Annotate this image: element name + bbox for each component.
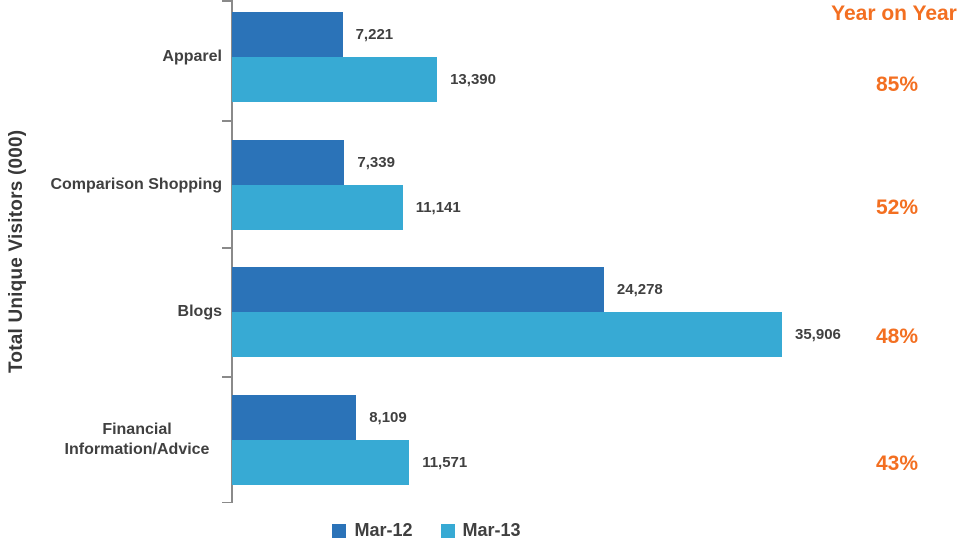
- yoy-column-header: Year on Year: [831, 2, 957, 25]
- yoy-value-comparison-shopping: 52%: [875, 196, 919, 219]
- category-label-blogs: Blogs: [177, 303, 222, 320]
- category-label-comparison-shopping: Comparison Shopping: [50, 176, 222, 193]
- bar-group-blogs: 24,278 35,906: [232, 267, 971, 357]
- bar-group-comparison-shopping: 7,339 11,141: [232, 140, 971, 230]
- value-label: 8,109: [369, 409, 407, 426]
- category-label-apparel: Apparel: [162, 48, 222, 65]
- bar-mar12-apparel: [232, 12, 343, 57]
- y-axis-line: [231, 0, 233, 503]
- axis-tick: [222, 247, 231, 249]
- legend-swatch-mar12: [332, 523, 347, 538]
- bar-mar13-apparel: [232, 57, 438, 102]
- legend-label-mar13: Mar-13: [462, 520, 521, 540]
- bar-mar12-comparison-shopping: [232, 140, 345, 185]
- value-label: 11,571: [422, 454, 468, 471]
- legend-item-mar12: Mar-12: [332, 520, 413, 541]
- legend: Mar-12 Mar-13: [0, 520, 912, 541]
- bar-mar13-financial: [232, 440, 410, 485]
- axis-tick: [222, 501, 231, 503]
- axis-tick: [222, 376, 231, 378]
- axis-tick: [222, 0, 231, 2]
- legend-swatch-mar13: [440, 523, 455, 538]
- value-label: 35,906: [795, 326, 841, 343]
- value-label: 11,141: [415, 199, 461, 216]
- value-label: 7,339: [357, 154, 395, 171]
- category-label-financial: Financial Information/Advice: [64, 421, 210, 458]
- bar-group-apparel: 7,221 13,390: [232, 12, 971, 102]
- legend-label-mar12: Mar-12: [354, 520, 413, 540]
- bar-mar12-financial: [232, 395, 357, 440]
- bar-mar12-blogs: [232, 267, 604, 312]
- yoy-value-blogs: 48%: [875, 325, 919, 348]
- y-axis-title: Total Unique Visitors (000): [6, 129, 27, 374]
- legend-item-mar13: Mar-13: [440, 520, 521, 541]
- bar-group-financial: 8,109 11,571: [232, 395, 971, 485]
- axis-tick: [222, 120, 231, 122]
- value-label: 24,278: [616, 281, 663, 298]
- yoy-value-financial: 43%: [875, 452, 919, 475]
- value-label: 7,221: [355, 26, 394, 43]
- bar-mar13-blogs: [232, 312, 782, 357]
- bar-mar13-comparison-shopping: [232, 185, 403, 230]
- value-label: 13,390: [450, 71, 496, 88]
- yoy-value-apparel: 85%: [875, 73, 919, 96]
